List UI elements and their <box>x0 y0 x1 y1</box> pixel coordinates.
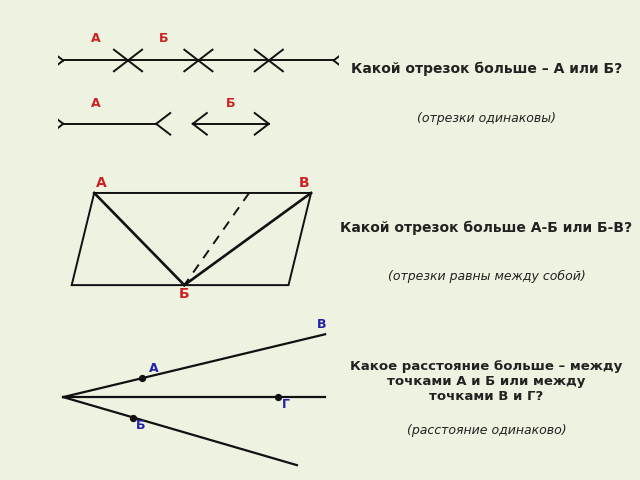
Text: (отрезки равны между собой): (отрезки равны между собой) <box>388 270 585 283</box>
Text: А: А <box>149 362 159 375</box>
Text: Б: Б <box>179 287 189 301</box>
Point <box>128 414 138 421</box>
Text: А: А <box>91 96 100 109</box>
Text: Б: Б <box>159 32 168 45</box>
Text: (отрезки одинаковы): (отрезки одинаковы) <box>417 111 556 125</box>
Text: Б: Б <box>226 96 236 109</box>
Text: Какой отрезок больше – А или Б?: Какой отрезок больше – А или Б? <box>351 62 622 76</box>
Point <box>137 374 147 382</box>
Text: Какое расстояние больше – между
точками А и Б или между
точками В и Г?: Какое расстояние больше – между точками … <box>350 360 623 403</box>
Text: (расстояние одинаково): (расстояние одинаково) <box>406 423 566 437</box>
Text: Какой отрезок больше А-Б или Б-В?: Какой отрезок больше А-Б или Б-В? <box>340 220 632 235</box>
Text: Г: Г <box>282 397 290 410</box>
Text: А: А <box>91 32 100 45</box>
Text: В: В <box>299 176 310 190</box>
Text: В: В <box>317 318 326 331</box>
Point <box>273 393 283 401</box>
Text: А: А <box>95 176 106 190</box>
Text: Б: Б <box>136 420 146 432</box>
